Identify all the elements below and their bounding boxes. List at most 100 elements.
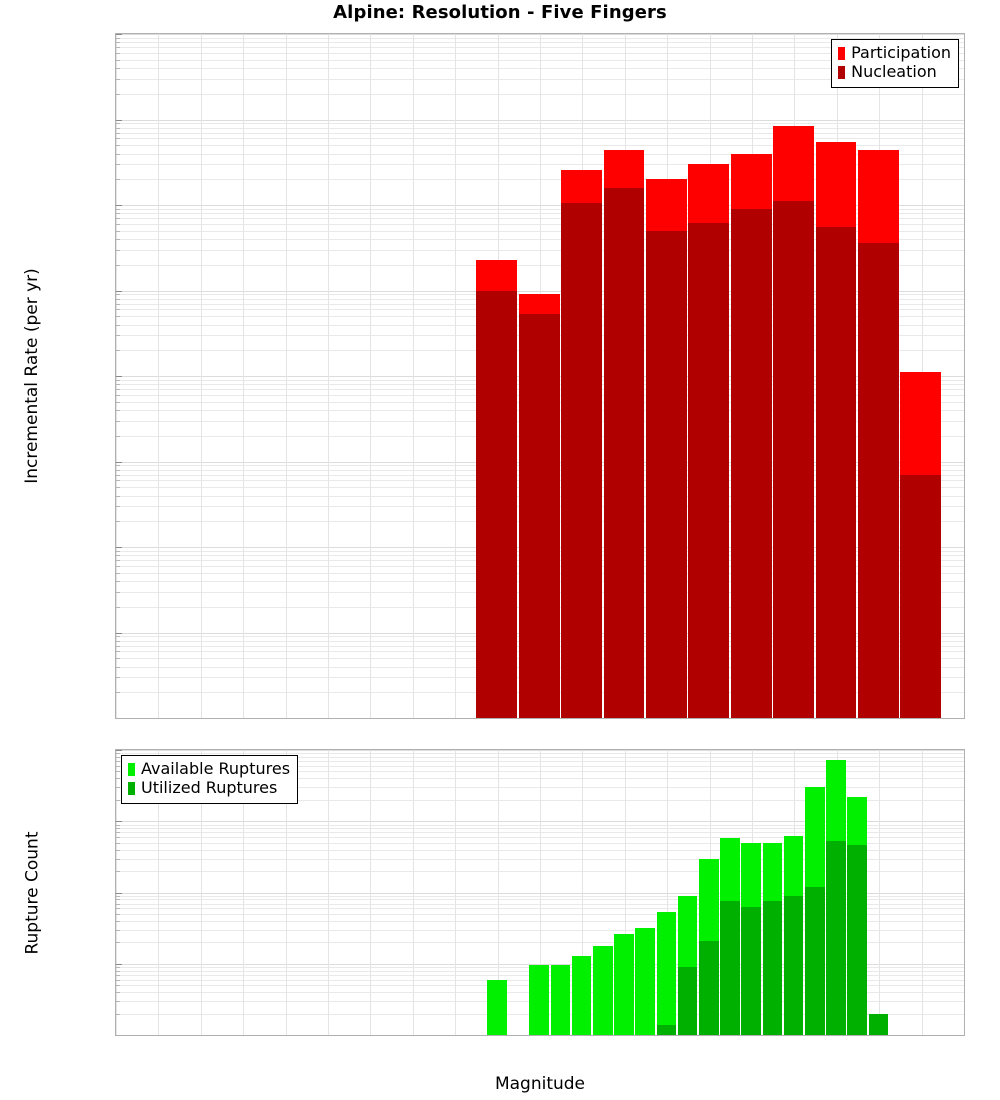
- nucleation-bar: [900, 474, 942, 718]
- y-axis-minor-tick: [116, 164, 120, 165]
- y-axis-minor-tick: [116, 309, 120, 310]
- gridline-vertical: [879, 750, 880, 1035]
- y-axis-minor-tick: [116, 766, 120, 767]
- gridline-vertical: [455, 34, 456, 718]
- y-axis-minor-tick: [116, 209, 120, 210]
- nucleation-bar: [815, 226, 857, 718]
- gridline-vertical: [201, 34, 202, 718]
- legend-label: Utilized Ruptures: [141, 777, 278, 797]
- y-axis-minor-tick: [116, 128, 120, 129]
- y-axis-tick-mark: [116, 120, 122, 121]
- gridline-vertical: [498, 750, 499, 1035]
- y-axis-minor-tick: [116, 921, 120, 922]
- gridline-vertical: [158, 34, 159, 718]
- gridline-vertical: [201, 750, 202, 1035]
- rupture-count-plot: 10410310210110055.25.45.65.866.26.46.66.…: [115, 749, 965, 1036]
- y-axis-minor-tick: [116, 123, 120, 124]
- gridline-vertical: [116, 750, 117, 1035]
- y-axis-minor-tick: [116, 896, 120, 897]
- y-axis-minor-tick: [116, 942, 120, 943]
- y-axis-minor-tick: [116, 410, 120, 411]
- legend-incremental-rate-item: Nucleation: [838, 62, 951, 82]
- legend-swatch-icon: [838, 65, 846, 79]
- nucleation-bar: [476, 290, 518, 718]
- y-axis-minor-tick: [116, 145, 120, 146]
- legend-swatch-icon: [128, 762, 135, 776]
- available-ruptures-bar: [614, 934, 634, 1035]
- y-axis-tick-mark: [116, 376, 122, 377]
- nucleation-bar: [730, 208, 772, 718]
- gridline-vertical: [243, 34, 244, 718]
- y-axis-minor-tick: [116, 573, 120, 574]
- gridline-vertical: [455, 750, 456, 1035]
- y-axis-minor-tick: [116, 496, 120, 497]
- y-axis-minor-tick: [116, 753, 120, 754]
- y-axis-tick-mark: [116, 633, 122, 634]
- y-axis-minor-tick: [116, 402, 120, 403]
- y-axis-tick-mark: [116, 893, 122, 894]
- y-axis-tick-mark: [116, 462, 122, 463]
- y-axis-minor-tick: [116, 930, 120, 931]
- gridline-vertical: [964, 750, 965, 1035]
- gridline-vertical: [328, 34, 329, 718]
- utilized-ruptures-bar: [720, 901, 740, 1035]
- legend-rupture-count-item: Available Ruptures: [128, 759, 290, 779]
- y-axis-minor-tick: [116, 975, 120, 976]
- y-axis-minor-tick: [116, 761, 120, 762]
- gridline-vertical: [158, 750, 159, 1035]
- utilized-ruptures-bar: [783, 896, 804, 1035]
- y-axis-tick-mark: [116, 205, 122, 206]
- gridline-vertical: [370, 34, 371, 718]
- y-axis-minor-tick: [116, 294, 120, 295]
- gridline-major: [116, 1035, 964, 1036]
- legend-label: Participation: [851, 43, 951, 62]
- y-axis-minor-tick: [116, 506, 120, 507]
- utilized-ruptures-bar: [656, 1024, 677, 1035]
- y-axis-minor-tick: [116, 1001, 120, 1002]
- y-axis-minor-tick: [116, 800, 120, 801]
- y-axis-minor-tick: [116, 60, 120, 61]
- available-ruptures-bar: [593, 945, 613, 1035]
- y-axis-minor-tick: [116, 904, 120, 905]
- gridline-vertical: [328, 750, 329, 1035]
- y-axis-minor-tick: [116, 778, 120, 779]
- y-axis-minor-tick: [116, 771, 120, 772]
- y-axis-minor-tick: [116, 871, 120, 872]
- gridline-vertical: [413, 750, 414, 1035]
- gridline-vertical: [286, 750, 287, 1035]
- y-axis-minor-tick: [116, 154, 120, 155]
- utilized-ruptures-bar: [762, 901, 783, 1035]
- y-axis-minor-tick: [116, 250, 120, 251]
- y-axis-minor-tick: [116, 487, 120, 488]
- y-axis-tick-mark: [116, 34, 122, 35]
- y-axis-minor-tick: [116, 389, 120, 390]
- y-axis-minor-tick: [116, 133, 120, 134]
- y-axis-minor-tick: [116, 470, 120, 471]
- y-axis-minor-tick: [116, 992, 120, 993]
- utilized-ruptures-bar: [677, 967, 698, 1035]
- y-axis-minor-tick: [116, 68, 120, 69]
- legend-incremental-rate: Participation Nucleation: [831, 39, 959, 88]
- utilized-ruptures-bar: [847, 845, 867, 1035]
- gridline-vertical: [922, 750, 923, 1035]
- y-axis-minor-tick: [116, 677, 120, 678]
- y-axis-minor-tick: [116, 521, 120, 522]
- y-axis-minor-tick: [116, 757, 120, 758]
- y-axis-tick-mark: [116, 718, 122, 719]
- y-axis-minor-tick: [116, 651, 120, 652]
- y-axis-tick-mark: [116, 750, 122, 751]
- available-ruptures-bar: [487, 979, 507, 1035]
- y-axis-minor-tick: [116, 421, 120, 422]
- gridline-vertical: [370, 750, 371, 1035]
- y-axis-minor-tick: [116, 213, 120, 214]
- y-axis-minor-tick: [116, 787, 120, 788]
- y-axis-minor-tick: [116, 350, 120, 351]
- utilized-ruptures-bar: [699, 940, 719, 1035]
- y-axis-minor-tick: [116, 304, 120, 305]
- y-axis-minor-tick: [116, 224, 120, 225]
- nucleation-bar: [646, 230, 687, 718]
- nucleation-bar: [561, 203, 602, 718]
- y-axis-minor-tick: [116, 436, 120, 437]
- gridline-vertical: [667, 750, 668, 1035]
